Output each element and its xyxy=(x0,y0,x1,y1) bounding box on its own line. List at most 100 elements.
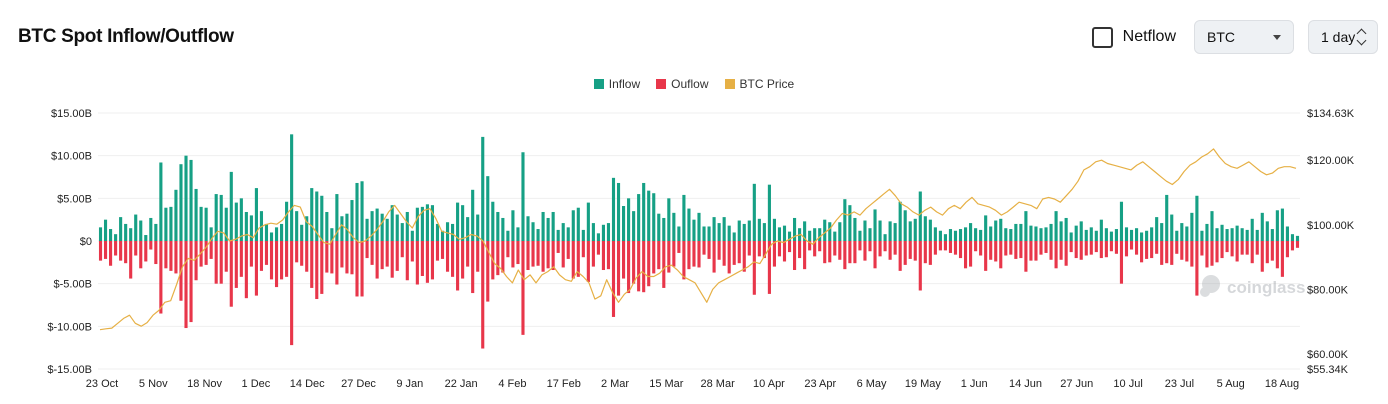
legend-swatch-inflow xyxy=(593,79,604,89)
inflow-bar xyxy=(662,217,666,241)
legend-item-outflow[interactable]: Ouflow xyxy=(656,77,709,91)
period-select[interactable]: 1 day xyxy=(1308,20,1378,54)
inflow-bar xyxy=(984,215,988,241)
outflow-bar xyxy=(1054,241,1058,269)
inflow-bar xyxy=(1160,223,1164,241)
inflow-bar xyxy=(1104,228,1108,241)
inflow-bar xyxy=(486,176,490,241)
outflow-bar xyxy=(425,241,429,283)
inflow-bar xyxy=(979,229,983,241)
coin-select-value: BTC xyxy=(1207,29,1235,45)
outflow-bar xyxy=(873,241,877,269)
outflow-bar xyxy=(1109,241,1113,252)
outflow-bar xyxy=(300,241,304,266)
outflow-bar xyxy=(702,241,706,255)
inflow-bar xyxy=(712,217,716,241)
outflow-bar xyxy=(596,241,600,255)
legend-item-inflow[interactable]: Inflow xyxy=(593,77,640,91)
outflow-bar xyxy=(767,241,771,294)
inflow-bar xyxy=(1155,217,1159,241)
inflow-bar xyxy=(1225,229,1229,241)
inflow-bar xyxy=(435,223,440,241)
inflow-bar xyxy=(98,227,103,241)
outflow-bar xyxy=(692,241,696,267)
netflow-checkbox[interactable] xyxy=(1091,26,1113,48)
outflow-bar xyxy=(1235,241,1239,262)
inflow-bar xyxy=(682,194,686,241)
x-tick-label: 17 Feb xyxy=(547,378,581,390)
outflow-bar xyxy=(1195,241,1199,296)
inflow-bar xyxy=(1275,210,1279,241)
inflow-bar xyxy=(425,204,429,241)
inflow-bar xyxy=(224,207,228,241)
inflow-bar xyxy=(269,232,274,241)
outflow-bar xyxy=(174,241,178,274)
outflow-bar xyxy=(672,241,676,267)
inflow-bar xyxy=(1270,229,1274,241)
outflow-bar xyxy=(1260,241,1264,272)
outflow-bar xyxy=(747,241,751,256)
outflow-bar xyxy=(1275,241,1279,269)
outflow-bar xyxy=(838,241,842,260)
inflow-bar xyxy=(1024,211,1028,241)
inflow-bar xyxy=(229,171,233,241)
outflow-bar xyxy=(189,241,193,323)
x-tick-label: 23 Oct xyxy=(86,378,118,390)
inflow-bar xyxy=(1099,219,1103,241)
outflow-bar xyxy=(1225,241,1229,253)
inflow-bar xyxy=(732,232,736,241)
outflow-bar xyxy=(858,241,862,251)
bars-layer xyxy=(98,134,1300,349)
x-tick-label: 5 Nov xyxy=(139,378,168,390)
outflow-bar xyxy=(219,241,223,284)
inflow-bar xyxy=(1200,230,1204,241)
inflow-bar xyxy=(908,221,912,241)
inflow-bar xyxy=(596,233,600,241)
outflow-bar xyxy=(1220,241,1224,259)
inflow-bar xyxy=(1190,212,1194,241)
outflow-bar xyxy=(1094,241,1098,253)
inflow-bar xyxy=(1245,229,1249,241)
legend-item-price[interactable]: BTC Price xyxy=(724,77,794,91)
inflow-bar xyxy=(410,230,414,241)
inflow-bar xyxy=(1215,228,1219,241)
inflow-bar xyxy=(320,195,324,241)
outflow-bar xyxy=(390,241,394,278)
netflow-toggle[interactable]: Netflow xyxy=(1091,26,1176,48)
inflow-bar xyxy=(722,217,726,241)
outflow-bar xyxy=(119,241,123,261)
outflow-bar xyxy=(1145,241,1149,259)
inflow-bar xyxy=(989,226,993,241)
outflow-bar xyxy=(662,241,666,288)
inflow-bar xyxy=(511,210,515,241)
outflow-bar xyxy=(953,241,958,255)
inflow-bar xyxy=(1240,228,1244,241)
outflow-bar xyxy=(586,241,590,282)
outflow-bar xyxy=(445,241,450,272)
inflow-bar xyxy=(1280,208,1284,241)
outflow-bar xyxy=(124,241,128,264)
outflow-bar xyxy=(938,241,942,251)
outflow-bar xyxy=(576,241,580,277)
outflow-bar xyxy=(184,241,188,329)
inflow-bar xyxy=(1235,225,1239,241)
outflow-bar xyxy=(1129,241,1134,250)
outflow-bar xyxy=(461,241,465,279)
outflow-bar xyxy=(848,241,852,264)
inflow-bar xyxy=(139,220,143,241)
outflow-bar xyxy=(707,241,711,259)
coinglass-logo-icon xyxy=(1200,275,1220,297)
outflow-bar xyxy=(385,241,389,267)
outflow-bar xyxy=(994,241,998,262)
coin-select[interactable]: BTC xyxy=(1194,20,1294,54)
outflow-bar xyxy=(823,241,827,264)
outflow-bar xyxy=(516,241,520,265)
outflow-bar xyxy=(772,241,776,267)
x-tick-label: 27 Jun xyxy=(1060,378,1093,390)
inflow-bar xyxy=(1205,223,1209,241)
inflow-bar xyxy=(1180,223,1184,241)
inflow-bar xyxy=(405,211,409,241)
inflow-bar xyxy=(752,183,756,241)
outflow-bar xyxy=(1114,241,1118,254)
inflow-bar xyxy=(491,201,495,241)
